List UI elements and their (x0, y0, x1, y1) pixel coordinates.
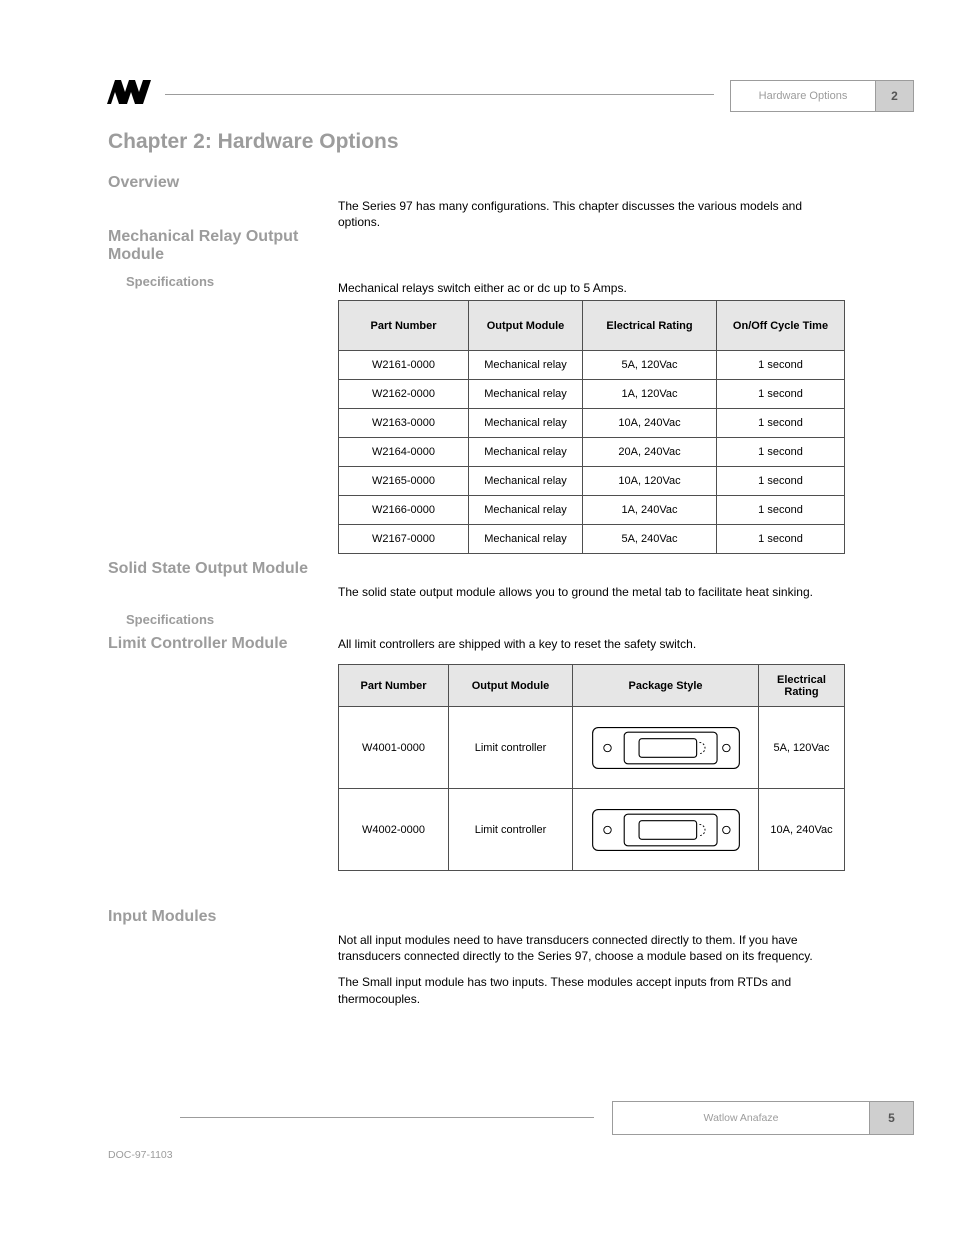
limit-heading: Limit Controller Module (108, 635, 328, 653)
table-row: W2163-0000Mechanical relay10A, 240Vac1 s… (339, 409, 845, 438)
input-heading: Input Modules (108, 908, 846, 926)
t1-cell: 10A, 120Vac (583, 467, 717, 496)
t1-cell: 5A, 120Vac (583, 351, 717, 380)
t1-cell: W2163-0000 (339, 409, 469, 438)
table-row: W4002-0000 Limit controller 10A, 240Vac (339, 789, 845, 871)
t1-h0: Part Number (339, 301, 469, 351)
input-text-2: The Small input module has two inputs. T… (338, 974, 846, 1006)
t1-cell: Mechanical relay (469, 380, 583, 409)
t1-h3: On/Off Cycle Time (717, 301, 845, 351)
t1-cell: Mechanical relay (469, 438, 583, 467)
t1-cell: Mechanical relay (469, 351, 583, 380)
t2-h2: Package Style (573, 665, 759, 707)
table-row: W2164-0000Mechanical relay20A, 240Vac1 s… (339, 438, 845, 467)
t1-cell: 1A, 240Vac (583, 496, 717, 525)
t1-cell: 1 second (717, 409, 845, 438)
relays-text: Mechanical relays switch either ac or dc… (338, 280, 838, 296)
table-row: W2162-0000Mechanical relay1A, 120Vac1 se… (339, 380, 845, 409)
header-rule (165, 94, 714, 95)
footer-rule (180, 1117, 594, 1118)
header-boxes: Hardware Options 2 (730, 80, 914, 112)
t2-cell-diagram (573, 789, 759, 871)
footer-left-text: DOC-97-1103 (108, 1149, 173, 1161)
table-row: W4001-0000 Limit controller 5A, 120Vac (339, 707, 845, 789)
limit-table: Part Number Output Module Package Style … (338, 664, 845, 871)
t1-cell: W2167-0000 (339, 525, 469, 554)
overview-heading: Overview (108, 174, 846, 192)
section-relays: Mechanical Relay Output Module Specifica… (108, 228, 328, 295)
overview-text: The Series 97 has many configurations. T… (338, 198, 846, 230)
t1-cell: 10A, 240Vac (583, 409, 717, 438)
t2-h1: Output Module (449, 665, 573, 707)
header-box-num: 2 (876, 80, 914, 112)
t1-cell: 1A, 120Vac (583, 380, 717, 409)
t1-cell: 1 second (717, 525, 845, 554)
t1-h1: Output Module (469, 301, 583, 351)
t2-cell: W4001-0000 (339, 707, 449, 789)
t1-cell: 20A, 240Vac (583, 438, 717, 467)
table-row: W2167-0000Mechanical relay5A, 240Vac1 se… (339, 525, 845, 554)
t1-cell: 1 second (717, 438, 845, 467)
limit-text: All limit controllers are shipped with a… (338, 636, 848, 652)
footer-boxes: Watlow Anafaze 5 (612, 1101, 914, 1135)
t2-cell: W4002-0000 (339, 789, 449, 871)
input-text-1: Not all input modules need to have trans… (338, 932, 846, 964)
t2-cell: 10A, 240Vac (759, 789, 845, 871)
table-row: W2165-0000Mechanical relay10A, 120Vac1 s… (339, 467, 845, 496)
t2-cell: 5A, 120Vac (759, 707, 845, 789)
t1-cell: 1 second (717, 496, 845, 525)
t1-cell: Mechanical relay (469, 525, 583, 554)
footer-box-num: 5 (870, 1101, 914, 1135)
t1-cell: 5A, 240Vac (583, 525, 717, 554)
t2-cell: Limit controller (449, 707, 573, 789)
t1-cell: Mechanical relay (469, 467, 583, 496)
page-header: Hardware Options 2 (105, 80, 914, 120)
relay-table: Part Number Output Module Electrical Rat… (338, 300, 845, 554)
table-row: W2161-0000Mechanical relay5A, 120Vac1 se… (339, 351, 845, 380)
t1-cell: W2164-0000 (339, 438, 469, 467)
ssr-subheading: Specifications (126, 612, 328, 627)
section-ssr: Solid State Output Module The solid stat… (108, 560, 846, 600)
module-icon (586, 722, 746, 774)
brand-logo (105, 74, 153, 110)
t1-cell: W2165-0000 (339, 467, 469, 496)
t1-cell: 1 second (717, 380, 845, 409)
relays-subheading: Specifications (126, 274, 328, 289)
t2-cell: Limit controller (449, 789, 573, 871)
t2-h0: Part Number (339, 665, 449, 707)
t2-h3: Electrical Rating (759, 665, 845, 707)
page-title: Chapter 2: Hardware Options (108, 130, 399, 154)
t2-cell-diagram (573, 707, 759, 789)
t1-cell: W2166-0000 (339, 496, 469, 525)
table-row: W2166-0000Mechanical relay1A, 240Vac1 se… (339, 496, 845, 525)
section-limit: Specifications Limit Controller Module (108, 612, 328, 659)
t1-h2: Electrical Rating (583, 301, 717, 351)
t1-cell: W2162-0000 (339, 380, 469, 409)
t1-cell: 1 second (717, 467, 845, 496)
ssr-heading: Solid State Output Module (108, 560, 846, 578)
relays-heading: Mechanical Relay Output Module (108, 228, 328, 264)
section-overview: Overview The Series 97 has many configur… (108, 174, 846, 230)
footer-box-text: Watlow Anafaze (612, 1101, 870, 1135)
t1-cell: 1 second (717, 351, 845, 380)
t1-cell: W2161-0000 (339, 351, 469, 380)
header-box-text: Hardware Options (730, 80, 876, 112)
t1-cell: Mechanical relay (469, 496, 583, 525)
section-input: Input Modules Not all input modules need… (108, 908, 846, 1007)
module-icon (586, 804, 746, 856)
ssr-text: The solid state output module allows you… (338, 584, 846, 600)
t1-cell: Mechanical relay (469, 409, 583, 438)
page-footer: Watlow Anafaze 5 DOC-97-1103 (108, 1099, 914, 1155)
